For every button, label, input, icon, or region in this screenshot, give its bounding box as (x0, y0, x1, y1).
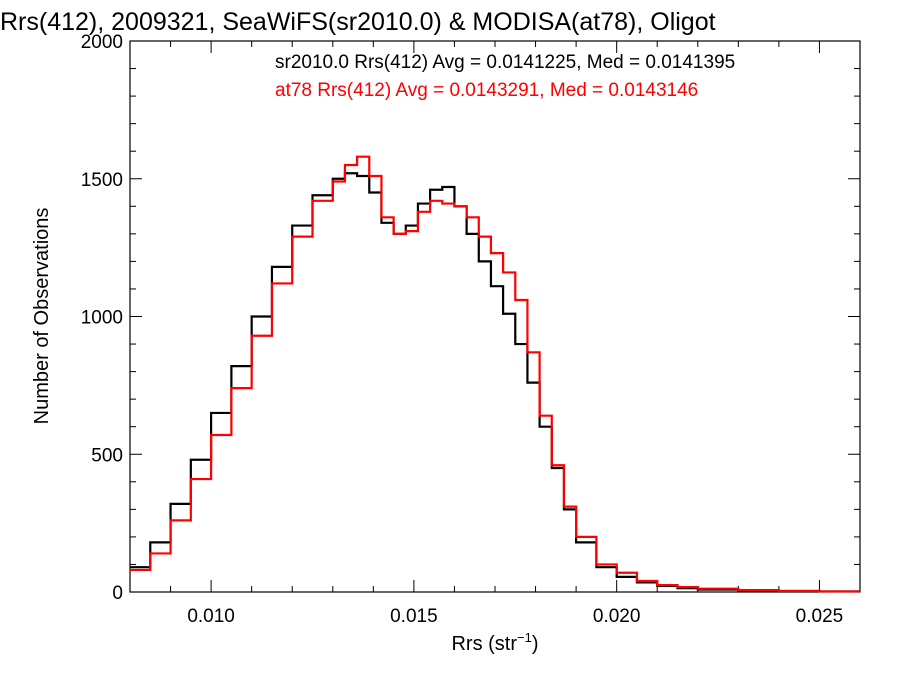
x-axis-label-main: Rrs (str (451, 633, 517, 655)
y-axis-ticks: 0 500 1000 1500 2000 (81, 32, 860, 604)
y-tick-label: 1500 (81, 170, 123, 191)
x-axis-label-tail: ) (532, 633, 539, 655)
series-layer (130, 155, 860, 593)
plot-frame (129, 40, 861, 593)
x-tick-label: 0.025 (796, 606, 844, 627)
y-tick-label: 0 (112, 583, 123, 604)
y-axis-label: Number of Observations (31, 208, 53, 425)
x-tick-label: 0.015 (390, 606, 438, 627)
legend-entry-sr2010: sr2010.0 Rrs(412) Avg = 0.0141225, Med =… (275, 52, 735, 73)
plot-area: 0.010 0.015 0.020 0.025 0 500 1000 1500 2000 (81, 32, 861, 627)
x-axis-label-sup: −1 (517, 630, 532, 645)
x-axis-label: Rrs (str−1) (451, 630, 538, 655)
chart-title: Rrs(412), 2009321, SeaWiFS(sr2010.0) & M… (0, 8, 716, 36)
series-line-at78 (130, 155, 860, 593)
x-tick-label: 0.020 (593, 606, 641, 627)
y-tick-label: 500 (91, 445, 123, 466)
legend-entry-at78: at78 Rrs(412) Avg = 0.0143291, Med = 0.0… (275, 80, 698, 101)
series-line-sr20100 (130, 172, 860, 593)
y-tick-label: 2000 (81, 32, 123, 53)
x-tick-label: 0.010 (187, 606, 235, 627)
y-tick-label: 1000 (81, 308, 123, 329)
x-axis-ticks: 0.010 0.015 0.020 0.025 (129, 41, 861, 627)
